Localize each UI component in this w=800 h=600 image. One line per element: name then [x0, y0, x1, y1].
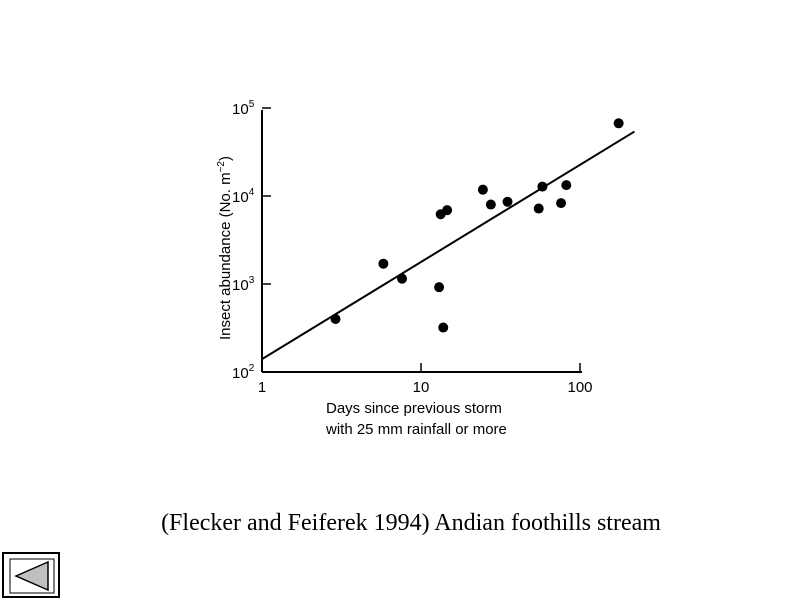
y-tick-label-exp: 4: [249, 187, 255, 198]
data-points: [330, 118, 624, 333]
data-point: [533, 203, 544, 214]
y-tick-label-exp: 5: [249, 99, 255, 110]
y-tick-label-base: 10: [232, 189, 249, 206]
data-point: [485, 199, 496, 210]
y-tick-label: 103: [232, 275, 255, 294]
data-point: [378, 258, 389, 269]
x-axis-label-line1: Days since previous storm: [326, 400, 502, 417]
fit-line-group: [261, 130, 635, 360]
y-axis-label-main: Insect abundance (No. m: [217, 172, 234, 340]
fit-line: [261, 130, 635, 360]
data-point: [438, 322, 449, 333]
y-tick-label-base: 10: [232, 101, 249, 118]
data-point: [561, 180, 572, 191]
data-point: [537, 181, 548, 192]
y-tick-label: 104: [232, 187, 255, 206]
data-point: [442, 205, 453, 216]
y-tick-label-exp: 3: [249, 275, 255, 286]
data-point: [330, 314, 341, 325]
caption: (Flecker and Feiferek 1994) Andian footh…: [161, 510, 661, 536]
x-tick-label: 1: [258, 379, 266, 396]
y-tick-label: 102: [232, 363, 255, 382]
y-tick-label-base: 10: [232, 365, 249, 382]
y-tick-label-exp: 2: [249, 363, 255, 374]
data-point: [397, 273, 408, 284]
x-tick-label: 100: [567, 379, 592, 396]
data-point: [477, 184, 488, 195]
left-triangle-icon: [9, 558, 55, 594]
y-axis-label-sup: −2: [216, 161, 227, 173]
data-point: [613, 118, 624, 129]
x-axis-label-line2: with 25 mm rainfall or more: [325, 421, 507, 438]
axes: [261, 110, 582, 373]
tick-marks: [261, 107, 581, 373]
x-axis-label: Days since previous storm with 25 mm rai…: [325, 400, 507, 438]
data-point: [434, 282, 445, 293]
y-tick-label-base: 10: [232, 277, 249, 294]
data-point: [502, 196, 513, 207]
y-axis-label-end: ): [217, 156, 234, 161]
data-point: [556, 198, 567, 209]
y-axis-label: Insect abundance (No. m−2): [216, 156, 234, 340]
x-tick-label: 10: [413, 379, 430, 396]
back-button[interactable]: [2, 552, 60, 598]
y-tick-label: 105: [232, 99, 255, 118]
